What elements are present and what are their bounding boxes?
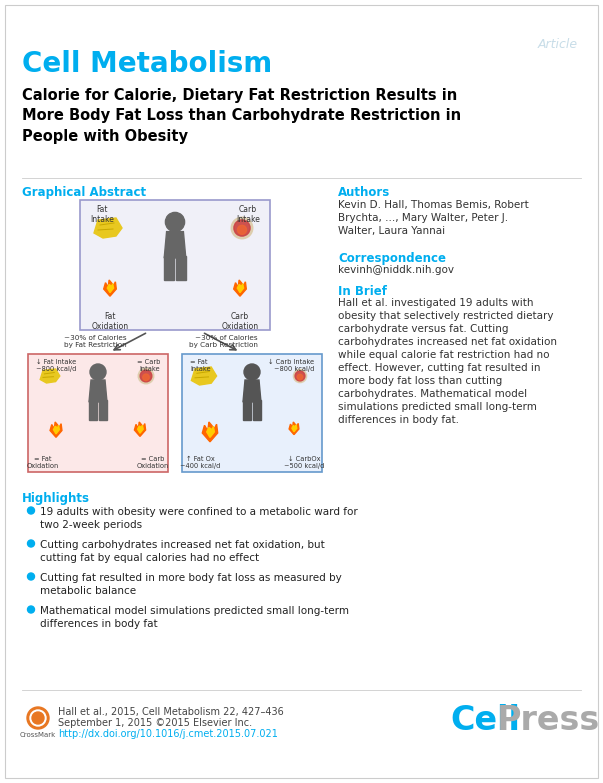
Circle shape — [297, 374, 303, 380]
Text: In Brief: In Brief — [338, 285, 387, 298]
Circle shape — [294, 370, 306, 383]
Polygon shape — [89, 400, 97, 420]
Polygon shape — [207, 427, 215, 438]
Circle shape — [295, 371, 305, 381]
Polygon shape — [253, 400, 261, 420]
Text: Press: Press — [497, 703, 600, 737]
Polygon shape — [164, 255, 174, 280]
Text: Kevin D. Hall, Thomas Bemis, Robert
Brychta, ..., Mary Walter, Peter J.
Walter, : Kevin D. Hall, Thomas Bemis, Robert Bryc… — [338, 200, 529, 236]
Circle shape — [138, 368, 154, 384]
Bar — [80, 200, 270, 330]
Bar — [182, 354, 322, 472]
Circle shape — [32, 712, 44, 724]
Text: Cell Metabolism: Cell Metabolism — [22, 50, 272, 78]
Text: Carb
Oxidation: Carb Oxidation — [221, 312, 259, 331]
Circle shape — [143, 374, 150, 381]
Text: 19 adults with obesity were confined to a metabolic ward for
two 2-week periods: 19 adults with obesity were confined to … — [40, 507, 358, 530]
Text: ↓ Fat Intake
~800 kcal/d: ↓ Fat Intake ~800 kcal/d — [36, 359, 77, 372]
Circle shape — [28, 573, 34, 580]
Text: Carb
Intake: Carb Intake — [236, 205, 260, 225]
Text: Mathematical model simulations predicted small long-term
differences in body fat: Mathematical model simulations predicted… — [40, 606, 349, 629]
Text: Graphical Abstract: Graphical Abstract — [22, 186, 146, 199]
Text: Cutting fat resulted in more body fat loss as measured by
metabolic balance: Cutting fat resulted in more body fat lo… — [40, 573, 342, 596]
Circle shape — [238, 226, 247, 234]
Text: Cutting carbohydrates increased net fat oxidation, but
cutting fat by equal calo: Cutting carbohydrates increased net fat … — [40, 540, 325, 563]
Text: ↓ CarbOx
~500 kcal/d: ↓ CarbOx ~500 kcal/d — [284, 456, 324, 469]
Polygon shape — [243, 380, 261, 402]
Circle shape — [30, 710, 46, 726]
Polygon shape — [243, 400, 251, 420]
Polygon shape — [202, 422, 218, 442]
Polygon shape — [238, 283, 244, 293]
Polygon shape — [104, 280, 116, 296]
Polygon shape — [50, 422, 62, 437]
Circle shape — [90, 364, 106, 380]
Text: Calorie for Calorie, Dietary Fat Restriction Results in
More Body Fat Loss than : Calorie for Calorie, Dietary Fat Restric… — [22, 88, 461, 144]
Circle shape — [28, 507, 34, 514]
Text: Correspondence: Correspondence — [338, 252, 446, 265]
Circle shape — [27, 707, 49, 729]
Text: Hall et al. investigated 19 adults with
obesity that selectively restricted diet: Hall et al. investigated 19 adults with … — [338, 298, 557, 425]
Polygon shape — [54, 425, 60, 434]
Circle shape — [244, 364, 260, 380]
Text: http://dx.doi.org/10.1016/j.cmet.2015.07.021: http://dx.doi.org/10.1016/j.cmet.2015.07… — [58, 729, 278, 739]
Circle shape — [28, 540, 34, 547]
Text: = Carb
Oxidation: = Carb Oxidation — [137, 456, 169, 469]
Polygon shape — [137, 425, 143, 433]
Text: Fat
Oxidation: Fat Oxidation — [92, 312, 128, 331]
Text: ↓ Carb Intake
~800 kcal/d: ↓ Carb Intake ~800 kcal/d — [268, 359, 314, 372]
Polygon shape — [176, 255, 186, 280]
Polygon shape — [99, 400, 107, 420]
Bar — [28, 354, 168, 472]
Text: CrossMark: CrossMark — [20, 732, 56, 738]
Polygon shape — [107, 283, 113, 293]
Polygon shape — [234, 280, 246, 296]
Polygon shape — [134, 422, 145, 436]
Text: = Carb
Intake: = Carb Intake — [137, 359, 160, 372]
Polygon shape — [191, 367, 216, 385]
Text: Cell: Cell — [450, 703, 520, 737]
Polygon shape — [292, 425, 297, 431]
Text: Highlights: Highlights — [22, 492, 90, 505]
Text: = Fat
Oxidation: = Fat Oxidation — [27, 456, 59, 469]
Polygon shape — [89, 380, 107, 402]
Polygon shape — [289, 422, 299, 435]
Text: ~30% of Calories
by Carb Restriction: ~30% of Calories by Carb Restriction — [189, 335, 258, 348]
Text: ~30% of Calories
by Fat Restriction: ~30% of Calories by Fat Restriction — [64, 335, 126, 348]
Text: Article: Article — [538, 38, 578, 51]
Text: = Fat
Intake: = Fat Intake — [190, 359, 210, 372]
Circle shape — [165, 212, 185, 232]
Text: kevinh@niddk.nih.gov: kevinh@niddk.nih.gov — [338, 265, 454, 275]
Circle shape — [234, 220, 250, 236]
Text: Fat
Intake: Fat Intake — [90, 205, 114, 225]
Text: September 1, 2015 ©2015 Elsevier Inc.: September 1, 2015 ©2015 Elsevier Inc. — [58, 718, 252, 728]
Text: Authors: Authors — [338, 186, 390, 199]
Polygon shape — [164, 232, 186, 258]
Circle shape — [28, 606, 34, 613]
Polygon shape — [40, 369, 60, 383]
Circle shape — [140, 370, 152, 382]
Text: ↑ Fat Ox
~400 kcal/d: ↑ Fat Ox ~400 kcal/d — [180, 456, 220, 469]
Text: Hall et al., 2015, Cell Metabolism 22, 427–436: Hall et al., 2015, Cell Metabolism 22, 4… — [58, 707, 284, 717]
Circle shape — [231, 217, 253, 239]
Polygon shape — [94, 218, 122, 238]
